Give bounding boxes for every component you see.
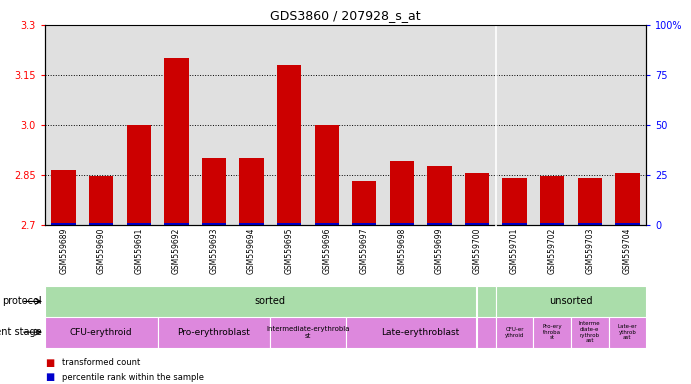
Bar — [277, 223, 301, 225]
Text: Pro-ery
throba
st: Pro-ery throba st — [542, 324, 562, 341]
Bar — [164, 223, 189, 225]
Bar — [126, 223, 151, 225]
Bar — [578, 223, 602, 225]
Text: GSM559691: GSM559691 — [134, 228, 143, 274]
Text: GSM559702: GSM559702 — [548, 228, 557, 274]
Text: GSM559704: GSM559704 — [623, 228, 632, 274]
Bar — [540, 176, 565, 225]
Text: transformed count: transformed count — [62, 358, 140, 367]
Text: ■: ■ — [45, 358, 54, 368]
Text: Late-er
ythrob
ast: Late-er ythrob ast — [618, 324, 637, 341]
Bar — [158, 317, 270, 348]
Bar — [465, 223, 489, 225]
Bar — [202, 223, 226, 225]
Bar — [465, 173, 489, 225]
Text: GSM559700: GSM559700 — [473, 228, 482, 274]
Text: percentile rank within the sample: percentile rank within the sample — [62, 373, 204, 382]
Text: Pro-erythroblast: Pro-erythroblast — [178, 328, 250, 337]
Bar — [89, 176, 113, 225]
Bar — [571, 317, 609, 348]
Bar — [270, 317, 346, 348]
Bar — [277, 65, 301, 225]
Bar — [352, 223, 377, 225]
Bar — [45, 286, 496, 317]
Text: GSM559696: GSM559696 — [322, 228, 331, 274]
Bar — [533, 317, 571, 348]
Bar — [45, 317, 158, 348]
Text: Intermediate-erythrobla
st: Intermediate-erythrobla st — [266, 326, 350, 339]
Bar — [202, 158, 226, 225]
Bar — [390, 223, 414, 225]
Bar — [615, 223, 639, 225]
Text: Late-erythroblast: Late-erythroblast — [381, 328, 460, 337]
Text: unsorted: unsorted — [549, 296, 593, 306]
Text: GSM559693: GSM559693 — [209, 228, 218, 274]
Bar — [609, 317, 646, 348]
Text: GSM559695: GSM559695 — [285, 228, 294, 274]
Bar — [239, 158, 264, 225]
Bar — [578, 178, 602, 225]
Text: GSM559694: GSM559694 — [247, 228, 256, 274]
Text: GSM559697: GSM559697 — [360, 228, 369, 274]
Text: Interme
diate-e
rythrob
ast: Interme diate-e rythrob ast — [579, 321, 600, 343]
Bar — [427, 223, 452, 225]
Bar — [52, 223, 76, 225]
Bar — [126, 125, 151, 225]
Text: GSM559698: GSM559698 — [397, 228, 406, 274]
Text: GSM559703: GSM559703 — [585, 228, 594, 274]
Text: CFU-erythroid: CFU-erythroid — [70, 328, 133, 337]
Bar — [346, 317, 496, 348]
Bar — [164, 58, 189, 225]
Bar — [314, 125, 339, 225]
Bar — [496, 286, 646, 317]
Bar — [239, 223, 264, 225]
Bar — [540, 223, 565, 225]
Text: sorted: sorted — [255, 296, 286, 306]
Bar — [502, 223, 527, 225]
Text: GSM559692: GSM559692 — [172, 228, 181, 274]
Text: development stage: development stage — [0, 327, 41, 337]
Bar — [502, 178, 527, 225]
Bar — [615, 173, 639, 225]
Bar — [427, 166, 452, 225]
Text: GSM559701: GSM559701 — [510, 228, 519, 274]
Text: GSM559689: GSM559689 — [59, 228, 68, 274]
Text: protocol: protocol — [2, 296, 41, 306]
Text: ■: ■ — [45, 372, 54, 382]
Text: GSM559699: GSM559699 — [435, 228, 444, 274]
Bar — [352, 181, 377, 225]
Bar — [496, 317, 533, 348]
Title: GDS3860 / 207928_s_at: GDS3860 / 207928_s_at — [270, 9, 421, 22]
Text: CFU-er
ythroid: CFU-er ythroid — [505, 327, 524, 338]
Bar — [52, 170, 76, 225]
Bar — [390, 161, 414, 225]
Text: GSM559690: GSM559690 — [97, 228, 106, 274]
Bar — [89, 223, 113, 225]
Bar — [314, 223, 339, 225]
